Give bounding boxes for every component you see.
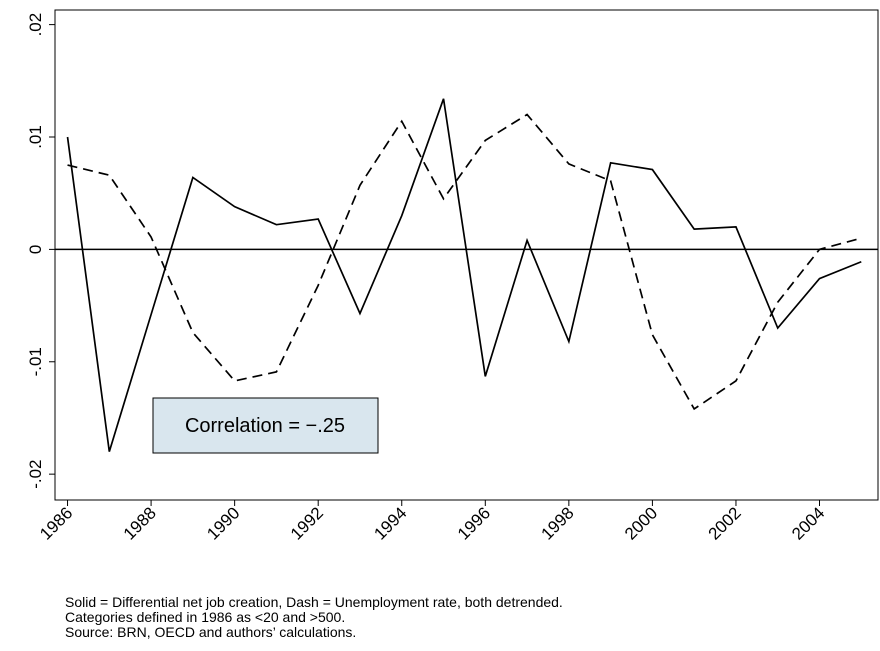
- x-tick-label: 2004: [788, 503, 828, 543]
- x-tick-label: 1996: [454, 503, 494, 543]
- annotation: Correlation = −.25: [185, 415, 345, 437]
- note: Source: BRN, OECD and authors’ calculati…: [65, 624, 356, 640]
- note: Categories defined in 1986 as <20 and >5…: [65, 609, 345, 625]
- y-tick-label: -.02: [26, 460, 45, 489]
- y-tick-label: 0: [26, 245, 45, 254]
- x-tick-label: 2002: [705, 503, 745, 543]
- series-line: [67, 113, 862, 411]
- annotation-box: [152, 397, 379, 454]
- x-tick-label: 2000: [621, 503, 661, 543]
- x-tick-label: 1998: [537, 503, 577, 543]
- x-tick-label: 1992: [287, 503, 327, 543]
- x-tick-label: 1990: [203, 503, 243, 543]
- x-tick-label: 1994: [370, 503, 410, 543]
- note: Solid = Differential net job creation, D…: [65, 594, 563, 610]
- plot-frame: [54, 9, 879, 501]
- series-line: [66, 98, 862, 452]
- y-tick-label: .01: [26, 125, 45, 149]
- x-tick-label: 1986: [36, 503, 76, 543]
- y-tick-label: -.01: [26, 347, 45, 376]
- y-tick-label: .02: [26, 13, 45, 37]
- x-tick-label: 1988: [120, 503, 160, 543]
